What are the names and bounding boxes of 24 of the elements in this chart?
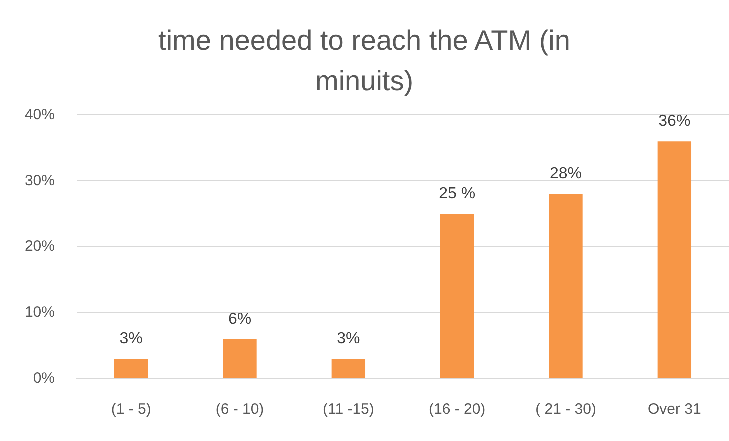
x-tick-label: (11 -15) — [322, 401, 374, 418]
bar — [114, 359, 148, 378]
data-label: 6% — [228, 310, 252, 328]
y-tick-label: 10% — [24, 304, 55, 322]
x-tick-label: Over 31 — [648, 401, 702, 418]
data-label: 3% — [337, 330, 360, 348]
bar — [549, 194, 583, 378]
x-tick-label: (16 - 20) — [428, 401, 486, 418]
data-label: 25 % — [439, 186, 476, 203]
bar — [223, 339, 257, 378]
bar — [332, 359, 366, 378]
y-tick-label: 0% — [33, 370, 55, 388]
y-tick-label: 30% — [24, 172, 55, 190]
bar — [658, 142, 692, 378]
chart-title: time needed to reach the ATM (in minuits) — [158, 25, 570, 97]
y-tick-label: 40% — [24, 106, 55, 124]
bar — [440, 214, 474, 378]
x-tick-label: (6 - 10) — [216, 401, 264, 418]
x-tick-label: (1 - 5) — [111, 401, 152, 418]
data-label: 28% — [550, 166, 582, 183]
data-label: 3% — [120, 330, 143, 348]
y-tick-label: 20% — [24, 238, 55, 256]
data-label: 36% — [658, 112, 691, 130]
x-tick-label: ( 21 - 30) — [536, 401, 596, 418]
